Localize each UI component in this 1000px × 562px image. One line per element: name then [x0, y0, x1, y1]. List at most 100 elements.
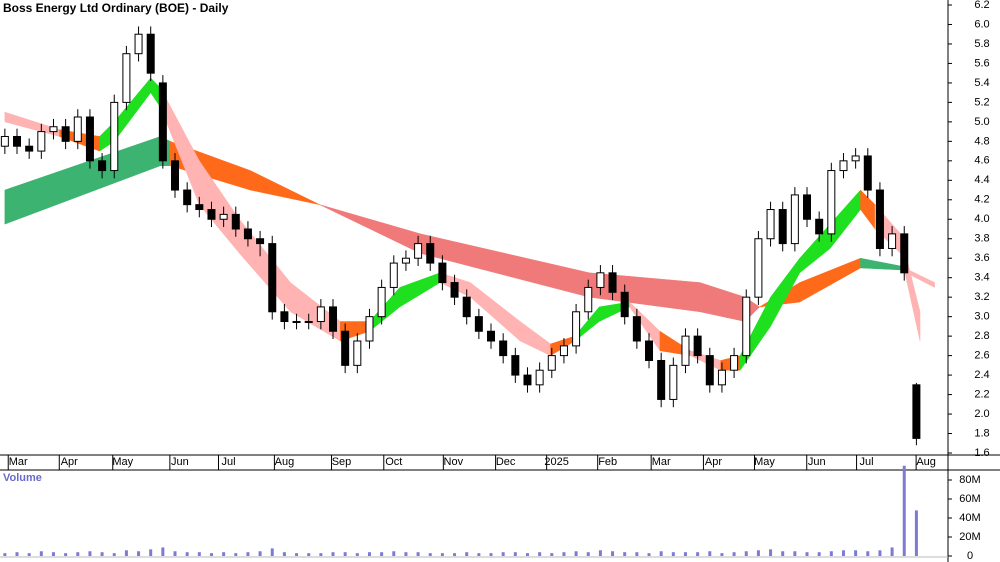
volume-bar: [124, 550, 128, 556]
volume-bar: [623, 552, 627, 556]
volume-tick-label: 80M: [959, 474, 980, 486]
candle-body: [25, 145, 34, 152]
candle-body: [0, 135, 9, 147]
volume-bar: [696, 552, 700, 556]
volume-bar: [39, 551, 43, 556]
y-tick-label: 3.0: [974, 311, 989, 323]
candle-body: [669, 364, 678, 400]
candle-body: [547, 355, 556, 371]
volume-bar: [841, 550, 845, 556]
candle-body: [98, 160, 107, 172]
candle-body: [304, 321, 313, 324]
volume-bar: [611, 551, 615, 556]
volume-bar: [392, 551, 396, 556]
volume-bar: [562, 552, 566, 556]
candle-body: [85, 116, 94, 162]
candle-body: [851, 155, 860, 162]
candle-body: [827, 170, 836, 235]
volume-bar: [683, 552, 687, 556]
volume-bar: [343, 552, 347, 556]
volume-bar: [671, 552, 675, 556]
candle-body: [474, 316, 483, 332]
candle-body: [657, 359, 666, 400]
candle-body: [511, 355, 520, 376]
candle-body: [912, 384, 921, 439]
candle-body: [426, 243, 435, 264]
candle-body: [389, 262, 398, 288]
volume-label: Volume: [3, 472, 42, 484]
y-tick-label: 5.6: [974, 57, 989, 69]
volume-bar: [769, 549, 773, 556]
candle-body: [37, 131, 46, 152]
volume-bar: [732, 552, 736, 556]
volume-bar: [465, 552, 469, 556]
volume-bar: [222, 552, 226, 556]
volume-bar: [513, 552, 517, 556]
candle-body: [268, 243, 277, 313]
x-tick-label: Mar: [9, 456, 28, 468]
volume-bar: [295, 553, 299, 556]
candle-body: [863, 155, 872, 191]
candle-body: [705, 355, 714, 386]
volume-bar: [756, 550, 760, 556]
volume-bar: [440, 553, 444, 556]
candle-body: [207, 209, 216, 220]
candle-body: [450, 282, 459, 298]
candle-body: [401, 257, 410, 264]
volume-bar: [720, 553, 724, 556]
volume-bar: [890, 547, 894, 556]
y-tick-label: 6.2: [974, 0, 989, 11]
candle-body: [171, 160, 180, 191]
volume-bar: [112, 553, 116, 556]
volume-bar: [270, 548, 274, 556]
candle-body: [681, 335, 690, 366]
candle-body: [146, 33, 155, 74]
candle-body: [803, 194, 812, 220]
volume-bar: [477, 553, 481, 556]
y-tick-label: 2.8: [974, 330, 989, 342]
candle-body: [158, 82, 167, 162]
volume-bar: [161, 547, 165, 556]
candle-body: [693, 335, 702, 357]
candle-body: [499, 340, 508, 357]
volume-bar: [793, 551, 797, 556]
volume-tick-label: 0: [967, 550, 973, 562]
y-tick-label: 3.6: [974, 252, 989, 264]
volume-bar: [829, 551, 833, 556]
candle-body: [632, 316, 641, 342]
volume-bar: [197, 552, 201, 556]
y-tick-label: 5.0: [974, 116, 989, 128]
ribbon-segment: [250, 170, 320, 205]
candle-body: [717, 369, 726, 386]
y-tick-label: 3.4: [974, 272, 989, 284]
volume-bar: [659, 551, 663, 556]
candle-body: [414, 243, 423, 259]
candle-body: [596, 272, 605, 288]
volume-bar: [744, 551, 748, 556]
candle-body: [572, 311, 581, 347]
volume-bar: [15, 552, 19, 556]
x-tick-label: May: [112, 456, 133, 468]
volume-bar: [805, 552, 809, 556]
volume-bar: [817, 552, 821, 556]
volume-bar: [781, 551, 785, 556]
y-tick-label: 2.6: [974, 350, 989, 362]
y-tick-label: 4.8: [974, 135, 989, 147]
y-tick-label: 3.8: [974, 233, 989, 245]
y-tick-label: 5.4: [974, 77, 989, 89]
candle-body: [341, 330, 350, 366]
volume-bar: [902, 465, 906, 556]
candle-body: [183, 189, 192, 206]
y-tick-label: 1.6: [974, 447, 989, 459]
candle-body: [195, 204, 204, 211]
x-tick-label: May: [754, 456, 775, 468]
volume-bar: [854, 550, 858, 556]
volume-bar: [27, 553, 31, 556]
y-tick-label: 5.2: [974, 96, 989, 108]
candle-body: [790, 194, 799, 245]
candle-body: [730, 355, 739, 371]
volume-bar: [64, 553, 68, 556]
x-tick-label: Jun: [808, 456, 826, 468]
x-tick-label: Dec: [496, 456, 516, 468]
volume-bar: [209, 553, 213, 556]
